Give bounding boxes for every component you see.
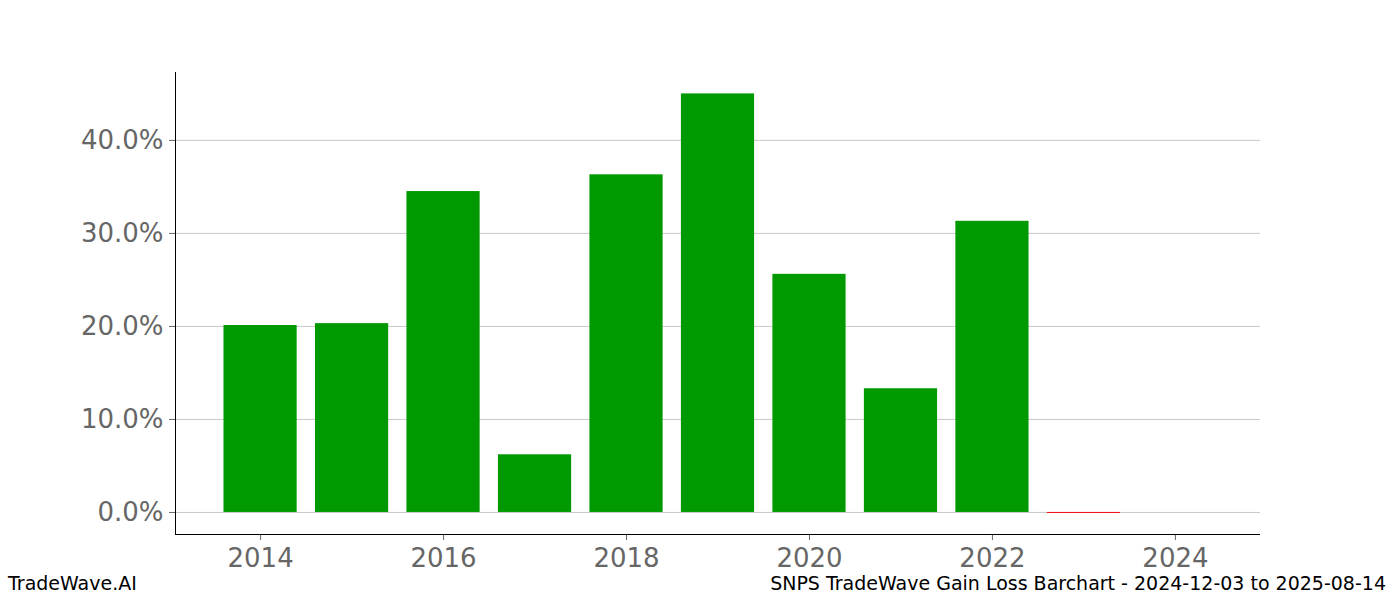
svg-text:2018: 2018 [593,543,659,570]
svg-text:20.0%: 20.0% [81,311,164,341]
svg-text:2016: 2016 [410,543,476,570]
html-text:SNPS TradeWave Gain Loss Barch: SNPS TradeWave Gain Loss Barchart - 2024… [770,572,1386,594]
svg-text:30.0%: 30.0% [81,218,164,248]
svg-text:10.0%: 10.0% [81,404,164,434]
svg-text:0.0%: 0.0% [97,497,163,527]
svg-text:40.0%: 40.0% [81,125,164,155]
svg-text:2024: 2024 [1142,543,1208,570]
svg-text:2014: 2014 [227,543,293,570]
svg-text:2020: 2020 [776,543,842,570]
html-text:TradeWave.AI: TradeWave.AI [8,572,137,594]
svg-text:2022: 2022 [959,543,1025,570]
